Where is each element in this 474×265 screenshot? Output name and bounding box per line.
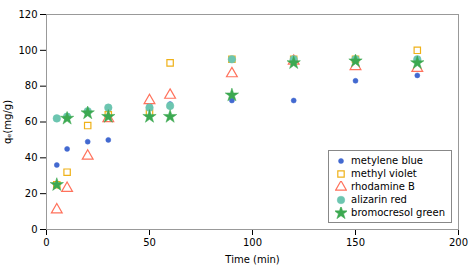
svg-text:qₑ(mg/g): qₑ(mg/g): [2, 100, 13, 144]
svg-text:100: 100: [18, 45, 37, 56]
svg-text:Time (min): Time (min): [224, 254, 279, 265]
svg-text:60: 60: [25, 116, 38, 127]
html-text:methyl violet: methyl violet: [351, 168, 417, 179]
svg-text:0: 0: [43, 237, 49, 248]
svg-text:20: 20: [25, 188, 38, 199]
html-text:bromocresol green: bromocresol green: [351, 207, 445, 218]
svg-text:80: 80: [25, 80, 38, 91]
svg-text:40: 40: [25, 152, 38, 163]
svg-text:0: 0: [31, 224, 37, 235]
svg-text:200: 200: [449, 237, 468, 248]
html-text:alizarin red: alizarin red: [351, 194, 407, 205]
svg-text:100: 100: [243, 237, 262, 248]
svg-text:50: 50: [143, 237, 156, 248]
svg-text:120: 120: [18, 9, 37, 20]
svg-text:150: 150: [346, 237, 365, 248]
html-text:metylene blue: metylene blue: [351, 155, 423, 166]
html-text:rhodamine B: rhodamine B: [351, 181, 415, 192]
